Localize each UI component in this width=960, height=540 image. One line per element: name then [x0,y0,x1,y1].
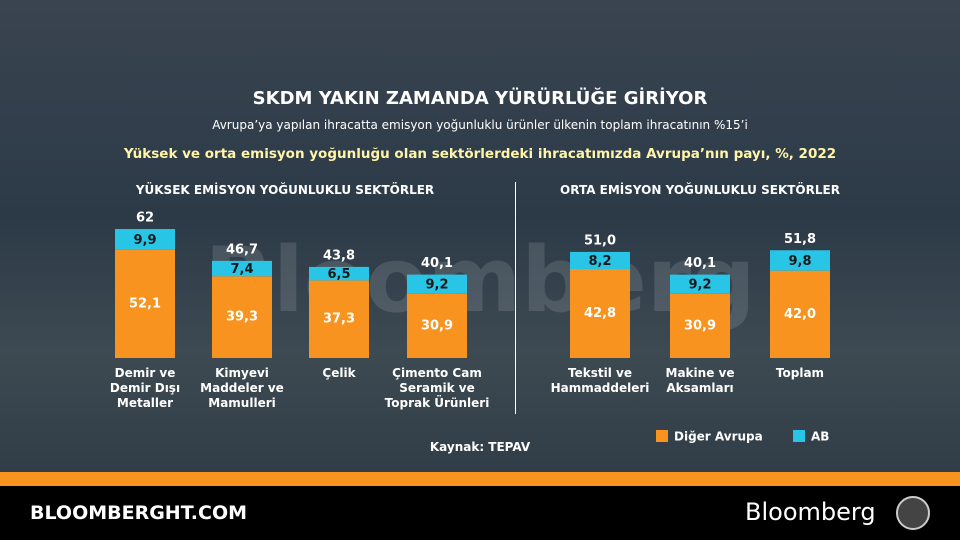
value-label: 30,9 [421,318,453,333]
bar-segment [570,251,630,269]
subtitle: Avrupa’ya yapılan ihracatta emisyon yoğu… [212,118,748,132]
bar-segment [407,274,467,294]
footer-brand: Bloomberg [745,498,876,526]
total-label: 43,8 [323,248,355,263]
total-label: 40,1 [421,256,453,271]
logo [896,496,930,530]
bar-segment [309,266,369,281]
legend-swatch [793,430,805,442]
bar-segment [407,293,467,358]
footer-site: BLOOMBERGHT.COM [30,502,248,524]
bar-segment [570,268,630,358]
panel-title: ORTA EMİSYON YOĞUNLUKLU SEKTÖRLER [560,183,840,197]
legend-label: AB [811,430,829,444]
value-label: 6,5 [327,267,350,282]
legend-label: Diğer Avrupa [674,430,763,444]
bar-segment [770,270,830,358]
page-title: SKDM YAKIN ZAMANDA YÜRÜRLÜĞE GİRİYOR [252,88,708,109]
value-label: 8,2 [588,254,611,269]
value-label: 7,4 [230,262,253,277]
total-label: 62 [136,211,154,226]
bar-segment [212,276,272,358]
value-label: 52,1 [129,296,161,311]
watermark: Bloomberg [204,228,756,333]
category-label: Toplam [775,366,825,380]
bar-segment [115,249,175,358]
category-label: Çimento Cam Seramik ve Toprak Ürünleri [384,366,490,410]
total-label: 51,0 [584,233,616,248]
footer-stripe [0,472,960,486]
bar-segment [670,293,730,358]
value-label: 9,2 [688,278,711,293]
bar-segment [212,260,272,277]
footer [0,486,960,540]
divider [515,182,516,414]
legend-swatch [656,430,668,442]
value-label: 30,9 [684,318,716,333]
total-label: 40,1 [684,256,716,271]
bar-segment [670,274,730,294]
value-label: 9,9 [133,233,156,248]
panel-title: YÜKSEK EMİSYON YOĞUNLUKLU SEKTÖRLER [135,183,435,197]
category-label: Kimyevi Maddeler ve Mamulleri [200,366,284,410]
category-label: Çelik [322,366,356,380]
value-label: 39,3 [226,310,258,325]
bar-segment [309,280,369,358]
total-label: 51,8 [784,232,816,247]
value-label: 9,8 [788,254,811,269]
category-label: Demir ve Demir Dışı Metaller [109,366,181,410]
value-label: 42,0 [784,307,816,322]
value-label: 9,2 [425,278,448,293]
category-label: Tekstil ve Hammaddeleri [550,366,650,395]
bar-segment [115,229,175,250]
chart-title: Yüksek ve orta emisyon yoğunluğu olan se… [123,146,837,162]
value-label: 37,3 [323,312,355,327]
source: Kaynak: TEPAV [429,440,531,454]
total-label: 46,7 [226,242,258,257]
category-label: Makine ve Aksamları [665,366,735,395]
value-label: 42,8 [584,306,616,321]
bar-segment [770,250,830,271]
